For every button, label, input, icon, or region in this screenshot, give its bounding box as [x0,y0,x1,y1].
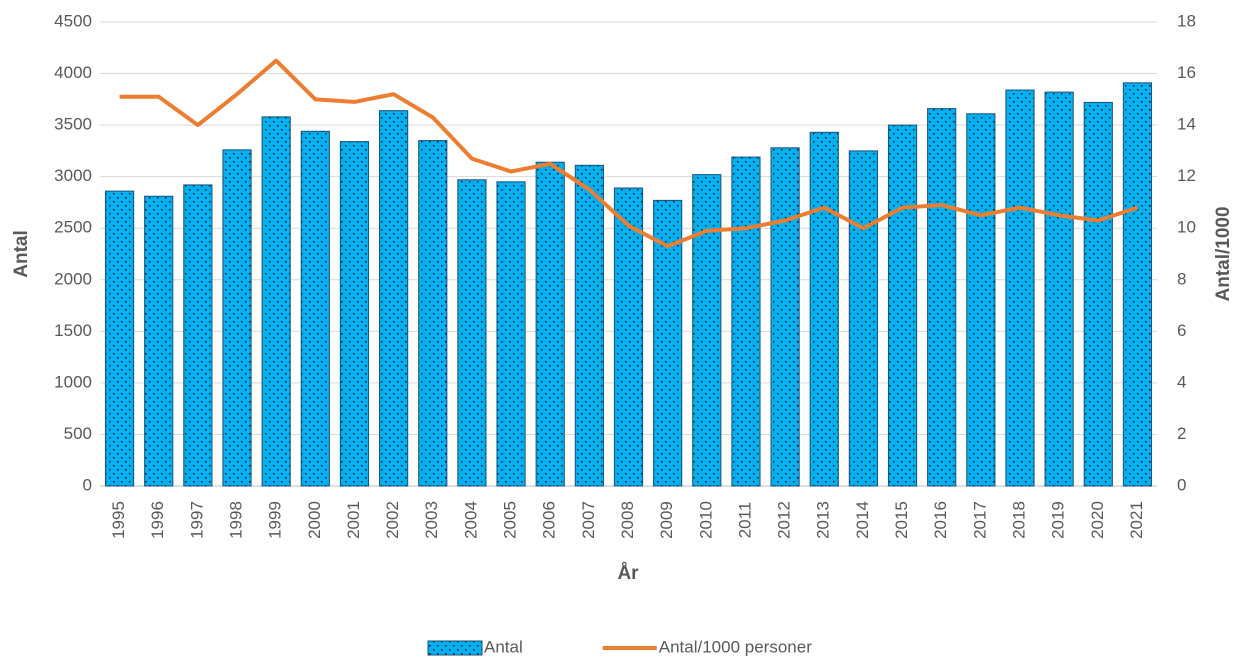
x-tick-label: 2013 [814,501,833,539]
y-tick-label: 3000 [54,166,92,185]
y2-tick-label: 18 [1177,11,1196,30]
x-tick-label: 2017 [970,501,989,539]
x-tick-label: 2020 [1088,501,1107,539]
x-tick-label: 2006 [540,501,559,539]
y-tick-label: 4000 [54,63,92,82]
x-tick-label: 1997 [187,501,206,539]
bar [927,108,957,487]
y-tick-label: 1500 [54,321,92,340]
x-tick-label: 2021 [1127,501,1146,539]
line [119,58,1139,249]
bar [222,149,252,487]
bar [457,179,487,487]
bar [613,187,644,487]
y-tick-label: 3500 [54,115,92,134]
x-tick-label: 2015 [892,501,911,539]
bar [574,164,604,487]
x-tick-label: 2011 [735,502,754,539]
bar [770,147,800,487]
bar [144,195,174,487]
x-tick-label: 2018 [1009,501,1028,539]
y2-tick-label: 14 [1177,115,1196,134]
x-tick-label: 2010 [696,501,715,539]
x-tick-label: 2012 [775,501,794,539]
legend-swatch [427,640,483,656]
bar [261,116,291,487]
legend-label: Antal [484,637,523,656]
x-tick-label: 2008 [618,501,637,539]
x-tick-label: 2000 [305,501,324,539]
y-tick-label: 0 [83,475,92,494]
bar [1083,101,1113,487]
y2-tick-label: 10 [1177,218,1196,237]
bar [887,124,918,487]
bar [966,113,996,487]
bar [496,181,526,487]
y2-tick-label: 2 [1177,424,1186,443]
y2-tick-label: 4 [1177,372,1186,391]
x-tick-label: 2014 [853,501,872,539]
y2-tick-label: 0 [1177,475,1186,494]
y2-axis-title: Antal/1000 [1213,206,1234,301]
y2-tick-label: 8 [1177,269,1186,288]
bar [731,156,761,487]
x-tick-label: 2016 [931,501,950,539]
bar [848,150,878,487]
y-tick-label: 2000 [54,269,92,288]
bar [692,174,722,487]
x-tick-label: 2019 [1049,501,1068,539]
bar [535,161,565,487]
x-tick-label: 2004 [461,501,480,539]
x-tick-label: 2003 [422,501,441,539]
bar [418,140,448,487]
bar [379,110,409,487]
y-tick-label: 500 [64,424,92,443]
x-tick-label: 1995 [109,501,128,539]
bar [1122,82,1153,487]
y2-tick-label: 12 [1177,166,1196,185]
bar [1044,91,1074,487]
bar [339,141,370,487]
bar [104,190,135,487]
x-tick-label: 2005 [501,501,520,539]
y2-tick-label: 6 [1177,321,1186,340]
y-tick-label: 1000 [54,372,92,391]
x-tick-label: 2002 [383,501,402,539]
x-tick-label: 1999 [266,501,285,539]
x-tick-label: 2007 [579,501,598,539]
y2-tick-label: 16 [1177,63,1196,82]
legend-label: Antal/1000 personer [659,637,812,656]
x-tick-label: 2001 [344,501,363,539]
x-tick-label: 1996 [148,501,167,539]
bar [183,184,213,487]
y-tick-label: 2500 [54,218,92,237]
x-tick-label: 1998 [227,501,246,539]
x-axis-title: År [617,563,639,584]
bar [1005,89,1035,487]
y-axis-title: Antal [11,230,32,278]
bar [809,131,839,487]
y-tick-label: 4500 [54,11,92,30]
bar [300,130,330,487]
x-tick-label: 2009 [657,501,676,539]
